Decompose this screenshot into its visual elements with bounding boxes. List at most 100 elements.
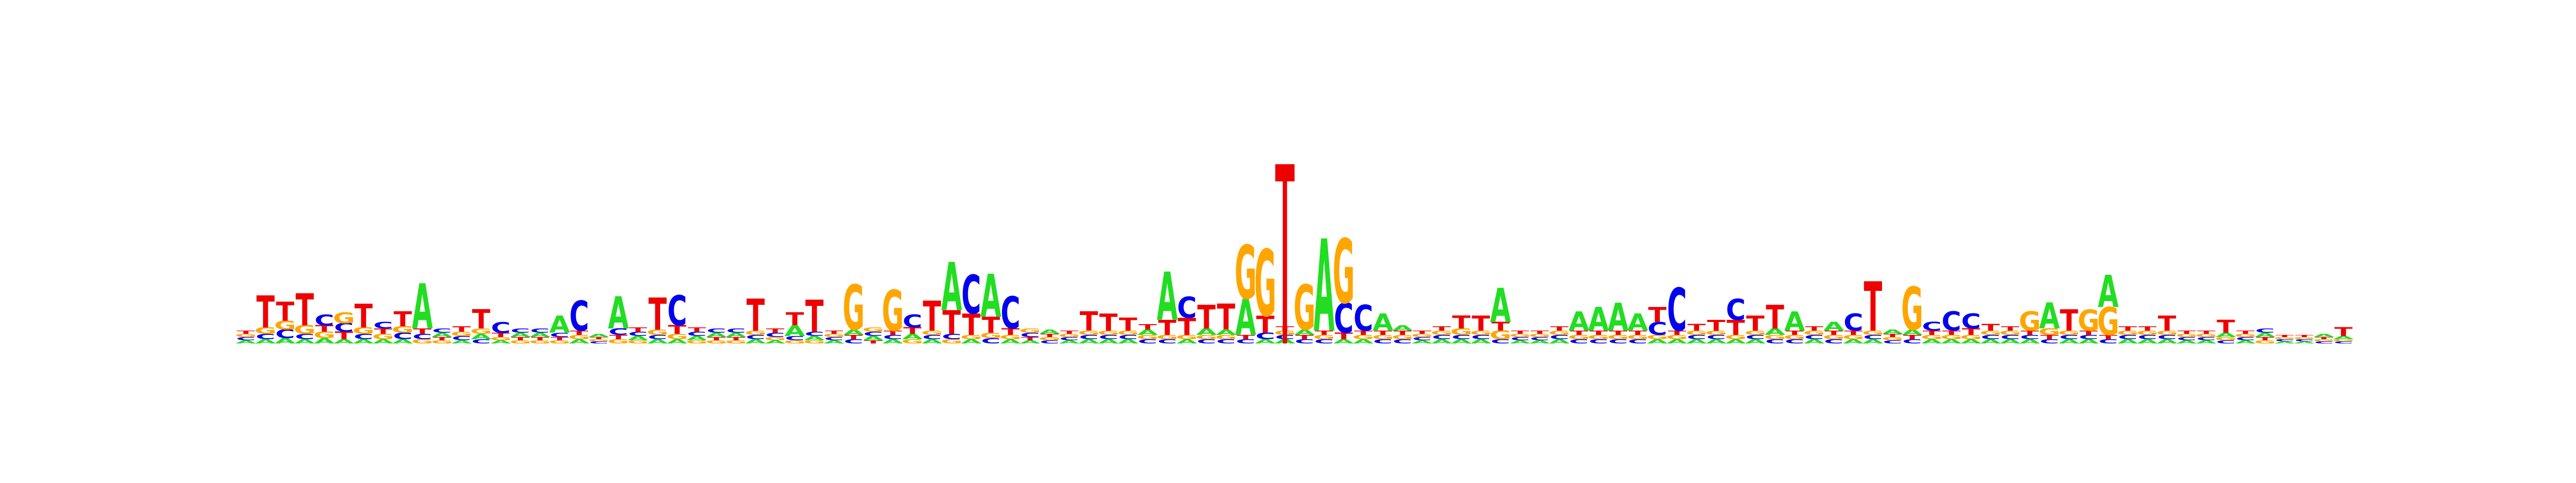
logo-letter-c: C (746, 334, 766, 341)
logo-letter-c: C (1040, 340, 1060, 345)
logo-letter-t: T (786, 309, 804, 330)
logo-letter-t: T (1491, 320, 1510, 334)
logo-letter-t: T (1511, 330, 1529, 335)
logo-letter-g: G (1078, 330, 1100, 336)
logo-letter-a: A (1451, 338, 1472, 345)
logo-letter-a: A (1843, 338, 1864, 345)
logo-letter-c: C (413, 332, 433, 341)
logo-letter-t: T (1393, 330, 1412, 336)
logo-letter-t: T (590, 336, 609, 340)
logo-letter-t: T (962, 308, 980, 342)
logo-letter-t: T (687, 326, 706, 333)
logo-letter-a: A (1196, 327, 1217, 337)
logo-letter-t: T (492, 332, 510, 339)
logo-letter-g: G (254, 326, 276, 336)
logo-letter-t: T (864, 340, 883, 345)
logo-letter-a: A (1980, 338, 2001, 345)
logo-letter-g: G (353, 326, 375, 336)
logo-letter-g: G (451, 331, 473, 338)
logo-letter-a: A (1216, 328, 1237, 336)
logo-letter-g: G (1666, 334, 1688, 341)
logo-letter-c: C (1667, 277, 1687, 345)
logo-letter-t: T (1158, 316, 1177, 340)
logo-letter-c: C (471, 338, 491, 345)
logo-letter-t: T (2197, 330, 2216, 335)
logo-letter-g: G (1783, 334, 1805, 341)
logo-letter-t: T (1197, 299, 1216, 337)
logo-letter-t: T (1550, 325, 1569, 332)
logo-letter-t: T (1609, 330, 1628, 336)
logo-letter-t: T (1864, 268, 1882, 347)
logo-letter-c: C (1471, 334, 1491, 341)
logo-letter-a: A (1372, 309, 1393, 336)
logo-letter-t: T (1648, 303, 1667, 327)
logo-letter-g: G (2038, 327, 2060, 337)
logo-letter-t: T (2256, 336, 2275, 341)
logo-letter-a: A (2333, 335, 2354, 340)
logo-letter-a: A (2039, 296, 2060, 336)
logo-letter-t: T (1726, 316, 1745, 340)
logo-letter-a: A (1882, 328, 1903, 335)
logo-letter-c: C (354, 332, 374, 341)
logo-letter-t: T (1629, 330, 1648, 336)
logo-letter-a: A (1588, 302, 1609, 339)
logo-letter-c: C (2098, 338, 2118, 345)
logo-letter-g: G (2293, 336, 2315, 340)
logo-letter-t: T (1472, 312, 1490, 336)
logo-letter-c: C (844, 338, 863, 345)
logo-letter-t: T (648, 289, 667, 340)
logo-letter-t: T (825, 330, 844, 335)
logo-letter-a: A (255, 338, 276, 345)
logo-letter-g: G (2058, 330, 2080, 336)
logo-letter-t: T (1217, 297, 1235, 338)
logo-letter-t: T (1590, 330, 1608, 336)
logo-letter-g: G (862, 326, 884, 333)
logo-letter-g: G (1019, 327, 1041, 334)
logo-letter-g: G (313, 330, 335, 340)
logo-letter-g: G (1157, 334, 1179, 341)
logo-letter-a: A (2176, 340, 2197, 345)
logo-letter-c: C (236, 336, 256, 341)
logo-letter-c: C (2000, 334, 2020, 341)
logo-letter-c: C (1099, 334, 1118, 341)
logo-letter-g: G (1529, 333, 1551, 338)
logo-letter-a: A (1765, 327, 1785, 337)
logo-letter-g: G (666, 332, 688, 341)
logo-letter-a: A (294, 338, 315, 345)
logo-letter-t: T (2099, 334, 2118, 341)
logo-letter-t: T (766, 327, 785, 334)
logo-letter-c: C (1413, 336, 1432, 341)
logo-letter-c: C (2059, 334, 2079, 341)
logo-letter-a: A (980, 263, 1001, 331)
logo-letter-a: A (1431, 338, 1452, 345)
logo-letter-a: A (1647, 338, 1668, 345)
logo-letter-g: G (744, 330, 766, 336)
logo-letter-g: G (235, 333, 257, 338)
logo-letter-t: T (2177, 330, 2196, 335)
logo-letter-a: A (2196, 340, 2217, 345)
logo-letter-a: A (588, 333, 609, 338)
logo-letter-t: T (452, 325, 471, 333)
logo-letter-g: G (1568, 334, 1590, 341)
logo-letter-c: C (1942, 306, 1962, 337)
logo-letter-g: G (627, 340, 649, 345)
logo-letter-g: G (784, 340, 806, 345)
logo-letter-t: T (511, 336, 530, 341)
logo-letter-g: G (1333, 221, 1355, 324)
logo-letter-t: T (2236, 330, 2255, 335)
